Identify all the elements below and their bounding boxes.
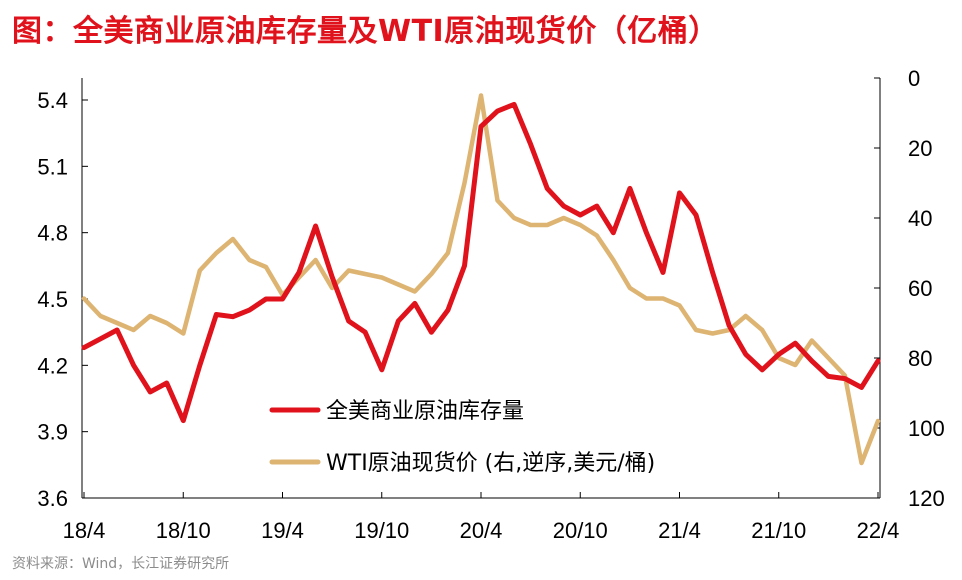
right-tick-label: 20 [908,136,932,161]
right-tick-label: 0 [908,66,920,91]
left-tick-label: 3.9 [37,420,68,445]
legend-label: WTI原油现货价 (右,逆序,美元/桶) [326,451,655,476]
wti-series-line [81,93,881,466]
legend-label: 全美商业原油库存量 [326,399,524,424]
source-note: 资料来源：Wind，长江证券研究所 [12,556,230,572]
right-tick-label: 100 [908,416,945,441]
x-tick-label: 22/4 [857,518,900,543]
left-tick-label: 5.1 [37,154,68,179]
x-tick-label: 21/4 [658,518,701,543]
left-tick-label: 5.4 [37,88,68,113]
x-tick-label: 20/4 [460,518,503,543]
right-tick-label: 120 [908,486,945,511]
x-tick-label: 19/10 [354,518,409,543]
x-tick-label: 18/4 [63,518,106,543]
right-tick-label: 80 [908,346,932,371]
left-tick-label: 4.8 [37,221,68,246]
x-axis: 18/4 18/10 19/4 19/10 20/4 20/10 21/4 21/10 22/4 [63,492,900,543]
x-tick-label: 20/10 [553,518,608,543]
left-tick-label: 3.6 [37,486,68,511]
x-tick-label: 21/10 [751,518,806,543]
left-tick-label: 4.5 [37,287,68,312]
legend: 全美商业原油库存量 WTI原油现货价 (右,逆序,美元/桶) [269,399,655,476]
series-layer [81,93,881,466]
left-axis: 3.6 3.9 4.2 4.5 4.8 5.1 5.4 [37,88,88,511]
chart-title: 图：全美商业原油库存量及WTI原油现货价（亿桶） [12,14,719,49]
right-tick-label: 60 [908,276,932,301]
x-tick-label: 18/10 [156,518,211,543]
inventory-series-line [81,101,881,424]
right-axis: 0 20 40 60 80 100 120 [874,66,945,511]
right-tick-label: 40 [908,206,932,231]
left-tick-label: 4.2 [37,353,68,378]
x-tick-label: 19/4 [261,518,304,543]
